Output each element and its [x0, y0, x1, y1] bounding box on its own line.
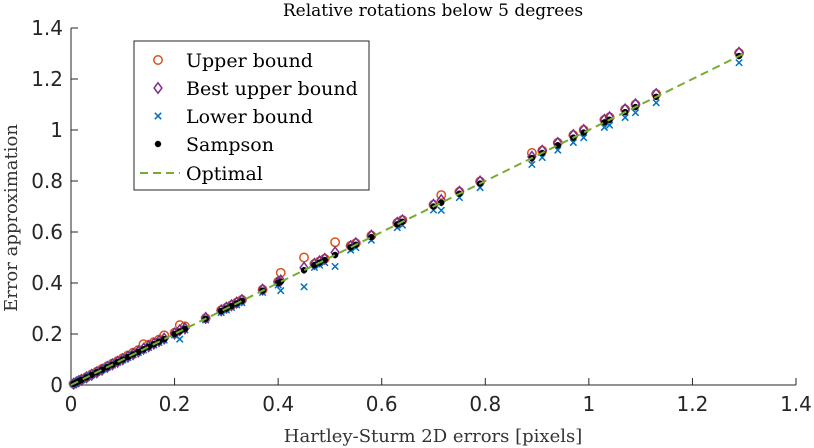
y-tick-label: 0.8: [31, 169, 63, 193]
lower-bound-point: [538, 153, 546, 162]
lower-bound-point: [528, 160, 536, 169]
axes-frame: [70, 28, 796, 386]
plot-area: [68, 46, 745, 391]
legend-marker-best-upper-bound: [153, 81, 163, 95]
y-tick-label: 0: [50, 373, 63, 397]
lower-bound-point: [579, 133, 588, 142]
x-tick-label: 1: [582, 392, 595, 416]
legend-label-sampson: Sampson: [186, 134, 274, 156]
y-axis-ticks: 0 0.2 0.4 0.6 0.8 1 1.2 1.4: [31, 16, 78, 397]
legend-box: [133, 40, 370, 191]
legend-marker-upper-bound: [153, 55, 163, 65]
lower-bound-point: [277, 286, 285, 295]
legend-label-lower-bound: Lower bound: [186, 106, 313, 128]
y-tick-label: 0.2: [31, 322, 63, 346]
y-tick-label: 0.4: [31, 271, 63, 295]
sampson-point: [88, 371, 95, 379]
lower-bound-point: [331, 262, 339, 271]
y-tick-label: 0.6: [31, 220, 63, 244]
x-tick-label: 0: [65, 392, 78, 416]
legend-label-optimal: Optimal: [186, 163, 263, 185]
x-tick-label: 0.4: [262, 392, 294, 416]
x-tick-label: 0.2: [159, 392, 191, 416]
x-axis-ticks: 0 0.2 0.4 0.6 0.8 1 1.2 1.4: [65, 378, 812, 416]
x-tick-label: 0.8: [469, 392, 501, 416]
y-tick-label: 1: [50, 118, 63, 142]
upper-bound-point: [330, 237, 341, 248]
upper-bound-point: [275, 267, 286, 278]
sampson-point: [135, 348, 142, 356]
lower-bound-point: [554, 146, 562, 154]
chart-title: Relative rotations below 5 degrees: [283, 1, 583, 21]
best-upper-bound-point: [237, 293, 247, 307]
lower-bound-point: [621, 113, 629, 122]
upper-bound-point: [436, 190, 447, 200]
x-tick-label: 0.6: [366, 392, 398, 416]
legend-markers: [140, 55, 180, 174]
best-upper-bound-point: [275, 273, 286, 287]
x-axis-label: Hartley-Sturm 2D errors [pixels]: [284, 426, 582, 447]
y-tick-label: 1.2: [31, 67, 63, 91]
x-tick-label: 1.4: [780, 392, 812, 416]
lower-bound-point: [176, 335, 184, 343]
y-axis-label: Error approximation: [1, 124, 22, 312]
upper-bound-point: [299, 252, 309, 263]
optimal-line: [70, 52, 745, 386]
lower-bound-point: [437, 206, 445, 215]
lower-bound-point: [631, 108, 640, 117]
y-tick-label: 1.4: [31, 16, 63, 40]
legend-label-best-upper-bound: Best upper bound: [186, 78, 358, 100]
legend-marker-sampson: [154, 140, 162, 148]
x-tick-label: 1.2: [677, 392, 709, 416]
legend: Upper bound Best upper bound Lower bound…: [133, 40, 370, 191]
best-upper-bound-point: [257, 283, 268, 297]
lower-bound-point: [735, 58, 743, 67]
best-upper-bound-point: [319, 252, 330, 266]
lower-bound-point: [300, 283, 308, 291]
legend-label-upper-bound: Upper bound: [186, 50, 313, 72]
lower-bound-point: [569, 138, 578, 147]
lower-bound-point: [652, 98, 660, 107]
lower-bound-point: [600, 123, 609, 132]
best-upper-bound-point: [527, 150, 537, 164]
legend-marker-lower-bound: [154, 112, 162, 120]
best-upper-bound-point: [200, 311, 211, 325]
